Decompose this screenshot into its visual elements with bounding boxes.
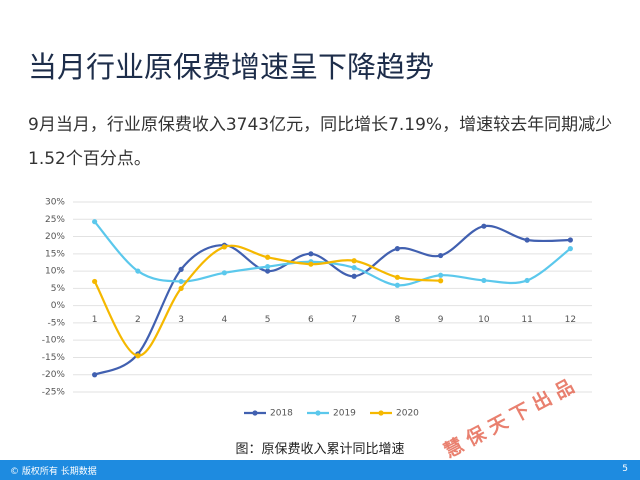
data-point [567, 246, 573, 252]
data-point [135, 353, 141, 359]
data-point [438, 272, 444, 278]
data-point [481, 223, 487, 229]
data-point [524, 277, 530, 284]
y-tick-label: -25% [42, 388, 66, 398]
y-tick-label: -15% [42, 353, 66, 363]
slide-text: 9月当月，行业原保费收入3743亿元，同比增长7.19%，增速较去年同期减少1.… [28, 115, 613, 169]
y-tick-label: 25% [45, 215, 65, 225]
x-tick-label: 2 [135, 315, 141, 325]
data-point [92, 278, 98, 285]
x-tick-label: 8 [395, 315, 401, 325]
y-tick-label: 0% [51, 301, 66, 311]
y-tick-label: 15% [45, 249, 65, 259]
x-tick-label: 12 [565, 315, 576, 325]
footer-copyright: © 版权所有 长期数据 [10, 467, 97, 477]
chart: -25%-20%-15%-10%-5%0%5%10%15%20%25%30%1 2… [42, 198, 592, 460]
x-tick-label: 6 [308, 315, 314, 325]
data-point [178, 278, 184, 285]
x-tick-label: 3 [178, 315, 184, 325]
legend-marker [252, 410, 258, 416]
data-point [308, 261, 314, 267]
legend-marker [378, 410, 384, 416]
data-point [394, 274, 400, 280]
y-tick-label: 30% [45, 198, 65, 208]
y-tick-label: 10% [45, 267, 65, 277]
data-point [308, 251, 314, 257]
data-point [567, 237, 573, 243]
y-tick-label: -5% [47, 318, 65, 328]
x-tick-label: 10 [478, 315, 490, 325]
data-point [351, 265, 357, 271]
data-point [221, 270, 227, 276]
x-tick-label: 9 [438, 315, 444, 325]
y-tick-label: -10% [42, 336, 66, 346]
x-tick-label: 4 [222, 315, 228, 325]
x-tick-label: 11 [521, 315, 532, 325]
footer: © 版权所有 长期数据 5 [0, 460, 640, 480]
data-point [265, 264, 271, 270]
chart-caption: 图：原保费收入累计同比增速 [235, 442, 405, 457]
data-point [394, 246, 400, 252]
series-line [93, 244, 441, 357]
data-point [178, 285, 184, 291]
page-number: 5 [622, 464, 628, 474]
data-point [394, 282, 400, 288]
data-point [92, 219, 98, 225]
data-point [351, 273, 357, 279]
legend-label: 2018 [270, 409, 293, 419]
data-point [265, 268, 271, 274]
y-tick-label: 20% [45, 232, 65, 242]
data-point [92, 372, 98, 378]
y-tick-label: -20% [42, 370, 66, 380]
data-point [178, 266, 184, 272]
slide-title: 当月行业原保费增速呈下降趋势 [28, 50, 435, 84]
data-point [135, 268, 141, 274]
legend-label: 2020 [396, 409, 419, 419]
legend-marker [315, 410, 321, 416]
data-point [351, 258, 357, 264]
series-line [94, 224, 571, 376]
x-tick-label: 5 [265, 315, 271, 325]
data-point [265, 254, 271, 260]
data-point [481, 277, 487, 284]
data-point [438, 252, 444, 259]
data-point [524, 237, 530, 243]
data-point [438, 278, 444, 284]
y-tick-label: 5% [51, 284, 66, 294]
x-tick-label: 1 [92, 315, 98, 325]
data-point [221, 244, 227, 250]
legend-label: 2019 [333, 409, 356, 419]
x-tick-label: 7 [351, 315, 357, 325]
